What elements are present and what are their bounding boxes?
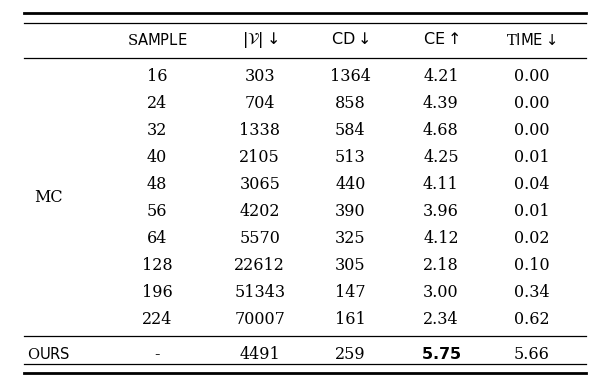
Text: 4.21: 4.21 — [423, 68, 458, 85]
Text: 858: 858 — [335, 95, 365, 112]
Text: 16: 16 — [147, 68, 167, 85]
Text: 303: 303 — [245, 68, 275, 85]
Text: 513: 513 — [335, 149, 365, 166]
Text: O$\mathrm{URS}$: O$\mathrm{URS}$ — [27, 346, 70, 362]
Text: 305: 305 — [335, 256, 365, 274]
Text: 0.10: 0.10 — [514, 256, 549, 274]
Text: 70007: 70007 — [234, 310, 285, 328]
Text: $|\mathcal{V}|\downarrow$: $|\mathcal{V}|\downarrow$ — [242, 30, 278, 50]
Text: 1364: 1364 — [330, 68, 371, 85]
Text: 0.00: 0.00 — [514, 122, 549, 139]
Text: -: - — [154, 346, 160, 363]
Text: 4.68: 4.68 — [423, 122, 459, 139]
Text: 2.34: 2.34 — [423, 310, 458, 328]
Text: 4.39: 4.39 — [423, 95, 459, 112]
Text: 325: 325 — [335, 230, 365, 247]
Text: 48: 48 — [147, 176, 167, 193]
Text: $\mathrm{CD}\downarrow$: $\mathrm{CD}\downarrow$ — [331, 32, 370, 48]
Text: T$\mathrm{IME}\downarrow$: T$\mathrm{IME}\downarrow$ — [506, 32, 557, 48]
Text: 56: 56 — [147, 203, 167, 220]
Text: 161: 161 — [335, 310, 365, 328]
Text: 32: 32 — [147, 122, 167, 139]
Text: 224: 224 — [142, 310, 172, 328]
Text: 2.18: 2.18 — [423, 256, 459, 274]
Text: 1338: 1338 — [239, 122, 280, 139]
Text: 0.04: 0.04 — [514, 176, 549, 193]
Text: 0.00: 0.00 — [514, 95, 549, 112]
Text: 2105: 2105 — [239, 149, 280, 166]
Text: 584: 584 — [335, 122, 365, 139]
Text: 440: 440 — [335, 176, 365, 193]
Text: 64: 64 — [147, 230, 167, 247]
Text: MC: MC — [34, 189, 63, 206]
Text: 3.96: 3.96 — [423, 203, 459, 220]
Text: 0.00: 0.00 — [514, 68, 549, 85]
Text: 5.66: 5.66 — [513, 346, 550, 363]
Text: S$\mathrm{AMPLE}$: S$\mathrm{AMPLE}$ — [127, 32, 187, 48]
Text: 5570: 5570 — [239, 230, 280, 247]
Text: 4.25: 4.25 — [423, 149, 458, 166]
Text: 4491: 4491 — [239, 346, 280, 363]
Text: 704: 704 — [245, 95, 275, 112]
Text: 147: 147 — [335, 283, 365, 301]
Text: 4.12: 4.12 — [423, 230, 458, 247]
Text: 0.62: 0.62 — [514, 310, 549, 328]
Text: 390: 390 — [335, 203, 365, 220]
Text: 3065: 3065 — [239, 176, 280, 193]
Text: 0.01: 0.01 — [514, 149, 549, 166]
Text: 24: 24 — [147, 95, 167, 112]
Text: 128: 128 — [142, 256, 172, 274]
Text: 4.11: 4.11 — [423, 176, 459, 193]
Text: 40: 40 — [147, 149, 167, 166]
Text: 0.34: 0.34 — [514, 283, 549, 301]
Text: $\mathrm{CE}\uparrow$: $\mathrm{CE}\uparrow$ — [423, 32, 459, 48]
Text: 3.00: 3.00 — [423, 283, 458, 301]
Text: $\mathbf{5.75}$: $\mathbf{5.75}$ — [421, 346, 461, 363]
Text: 259: 259 — [335, 346, 365, 363]
Text: 0.02: 0.02 — [514, 230, 549, 247]
Text: 196: 196 — [142, 283, 172, 301]
Text: 0.01: 0.01 — [514, 203, 549, 220]
Text: 22612: 22612 — [234, 256, 285, 274]
Text: 4202: 4202 — [239, 203, 280, 220]
Text: 51343: 51343 — [234, 283, 285, 301]
